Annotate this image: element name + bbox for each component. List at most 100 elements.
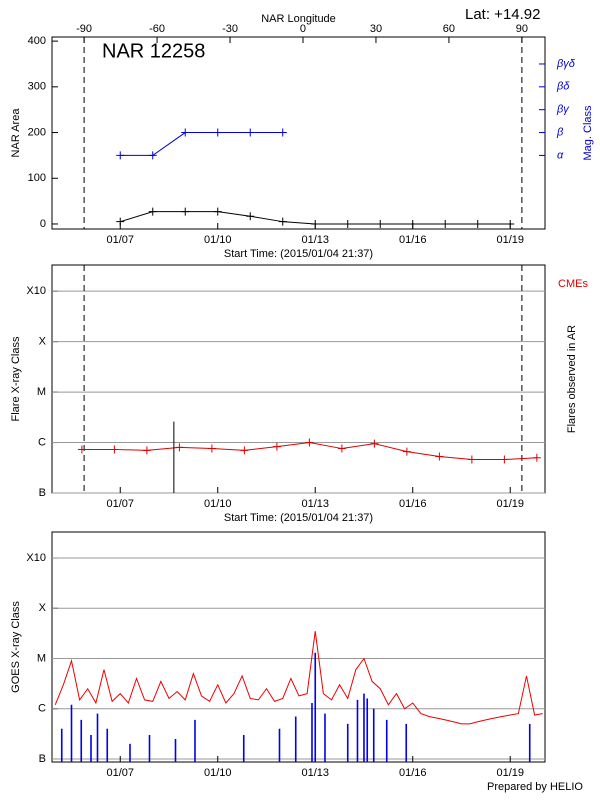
x2-axis-title: NAR Longitude bbox=[261, 13, 336, 25]
y2-tick-label: βγ bbox=[556, 104, 570, 116]
bar bbox=[278, 728, 281, 762]
y-axis-title: GOES X-ray Class bbox=[10, 601, 22, 693]
y-tick-label: 300 bbox=[28, 81, 46, 93]
x-tick-label: 01/10 bbox=[204, 498, 232, 510]
bar bbox=[90, 734, 92, 762]
bar bbox=[80, 719, 83, 762]
point-marker bbox=[435, 452, 444, 461]
point-marker bbox=[441, 219, 450, 228]
y2-tick-label: βδ bbox=[556, 81, 570, 93]
x-tick-label: 01/16 bbox=[399, 234, 427, 246]
series-line bbox=[54, 631, 543, 725]
x-tick-label: 01/07 bbox=[106, 767, 134, 779]
x2-tick-label: 0 bbox=[300, 23, 306, 35]
y-tick-label: 400 bbox=[28, 35, 46, 47]
point-marker bbox=[473, 219, 482, 228]
y2-tick-label: βγδ bbox=[556, 58, 576, 70]
x-tick-label: 01/10 bbox=[204, 767, 232, 779]
y-tick-label: X10 bbox=[26, 552, 46, 564]
bar bbox=[70, 704, 73, 762]
point-marker bbox=[311, 219, 320, 228]
x-tick-label: 01/16 bbox=[399, 498, 427, 510]
y2-tick-label: α bbox=[557, 149, 564, 161]
footer: Prepared by HELIO bbox=[487, 781, 583, 793]
point-marker bbox=[207, 444, 216, 453]
y-tick-label: 0 bbox=[40, 218, 46, 230]
plot-frame bbox=[51, 264, 546, 494]
y-axis-title: NAR Area bbox=[10, 108, 22, 158]
bar bbox=[242, 734, 245, 762]
bar bbox=[129, 743, 131, 762]
point-marker bbox=[175, 443, 184, 452]
bar bbox=[148, 734, 151, 762]
bar bbox=[174, 738, 177, 762]
point-marker bbox=[240, 446, 249, 455]
point-marker bbox=[116, 217, 125, 226]
point-marker bbox=[110, 445, 119, 454]
y-tick-label: C bbox=[38, 703, 46, 715]
x2-tick-label: -60 bbox=[149, 23, 165, 35]
x-tick-label: 01/19 bbox=[496, 498, 524, 510]
x-axis-title: Start Time: (2015/01/04 21:37) bbox=[224, 248, 373, 260]
point-marker bbox=[213, 128, 222, 137]
point-marker bbox=[181, 207, 190, 216]
point-marker bbox=[402, 447, 411, 456]
bar bbox=[314, 652, 317, 762]
bar bbox=[372, 708, 375, 762]
y2-axis-title: Flares observed in AR bbox=[566, 325, 578, 433]
point-marker bbox=[148, 207, 157, 216]
chart-title: NAR 12258 bbox=[102, 40, 205, 62]
point-marker bbox=[376, 219, 385, 228]
y-tick-label: B bbox=[39, 487, 46, 499]
bar bbox=[356, 699, 359, 762]
x-tick-label: 01/07 bbox=[106, 498, 134, 510]
bar bbox=[311, 703, 313, 762]
x-axis-title: Start Time: (2015/01/04 21:37) bbox=[224, 512, 373, 524]
y-tick-label: X bbox=[39, 602, 47, 614]
x-tick-label: 01/16 bbox=[399, 767, 427, 779]
y-tick-label: M bbox=[37, 652, 46, 664]
bar bbox=[294, 716, 297, 762]
plot-frame bbox=[51, 531, 546, 763]
point-marker bbox=[370, 439, 379, 448]
point-marker bbox=[181, 128, 190, 137]
bar bbox=[96, 713, 99, 762]
y-tick-label: C bbox=[38, 436, 46, 448]
bar bbox=[405, 723, 408, 762]
point-marker bbox=[278, 128, 287, 137]
y-axis-title: Flare X-ray Class bbox=[10, 336, 22, 421]
x-tick-label: 01/13 bbox=[301, 234, 329, 246]
point-marker bbox=[116, 151, 125, 160]
x2-tick-label: 90 bbox=[516, 23, 528, 35]
bar bbox=[60, 728, 63, 762]
y-tick-label: 100 bbox=[28, 172, 46, 184]
point-marker bbox=[343, 219, 352, 228]
bar bbox=[346, 723, 349, 762]
x-tick-label: 01/13 bbox=[301, 498, 329, 510]
point-marker bbox=[272, 442, 281, 451]
bar bbox=[528, 723, 531, 762]
point-marker bbox=[246, 128, 255, 137]
bar bbox=[363, 693, 365, 762]
y-tick-label: M bbox=[37, 386, 46, 398]
point-marker bbox=[142, 446, 151, 455]
series-line bbox=[120, 132, 283, 156]
y-tick-label: X10 bbox=[26, 285, 46, 297]
point-marker bbox=[467, 455, 476, 464]
annotation: Lat: +14.92 bbox=[465, 6, 540, 23]
point-marker bbox=[77, 445, 86, 454]
x-tick-label: 01/07 bbox=[106, 234, 134, 246]
bar bbox=[366, 698, 369, 762]
y-tick-label: X bbox=[39, 336, 47, 348]
bar bbox=[194, 719, 196, 762]
point-marker bbox=[246, 212, 255, 221]
point-marker bbox=[506, 219, 515, 228]
point-marker bbox=[337, 444, 346, 453]
point-marker bbox=[148, 151, 157, 160]
point-marker bbox=[278, 217, 287, 226]
x-tick-label: 01/10 bbox=[204, 234, 232, 246]
x-tick-label: 01/13 bbox=[301, 767, 329, 779]
x2-tick-label: -30 bbox=[222, 23, 238, 35]
